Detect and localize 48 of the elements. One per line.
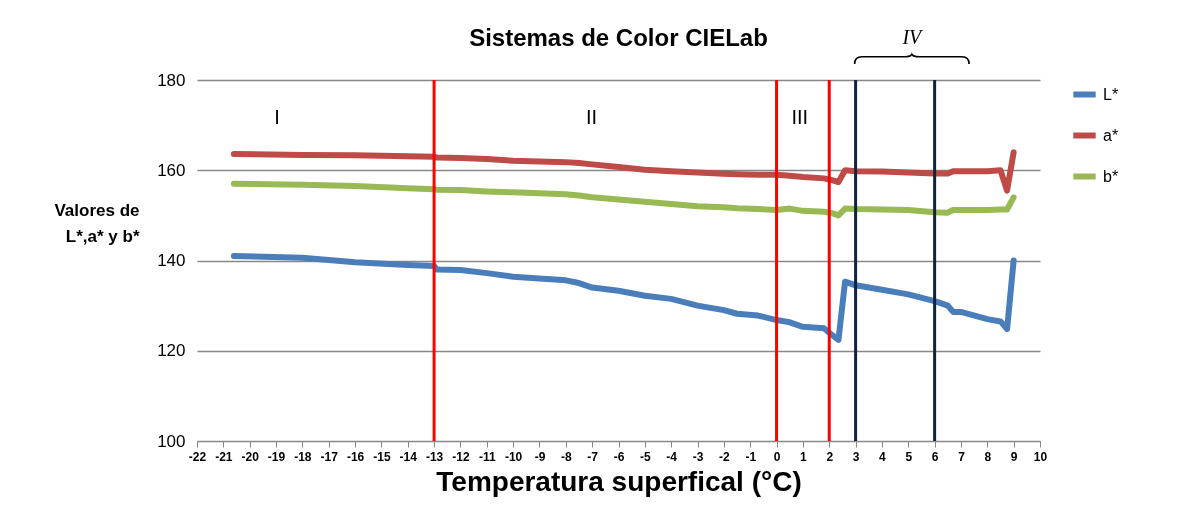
x-tick-label: 0	[773, 449, 781, 464]
x-tick-label: 5	[905, 449, 913, 464]
x-tick-label: -18	[294, 449, 312, 464]
x-tick-label: -4	[666, 449, 678, 464]
x-tick-label: -3	[692, 449, 704, 464]
x-tick-label: -8	[560, 449, 572, 464]
x-tick-label: -10	[504, 449, 523, 464]
x-tick-label: 4	[879, 449, 887, 464]
legend-label: L*	[1103, 85, 1119, 103]
chart-title: Sistemas de Color CIELab	[469, 24, 768, 51]
x-tick-label: -17	[320, 449, 339, 464]
y-tick-label: 120	[157, 341, 186, 361]
annotation: I	[274, 106, 280, 128]
x-tick-label: 8	[984, 449, 992, 464]
x-tick-label: -22	[188, 449, 207, 464]
legend-label: a*	[1103, 126, 1119, 144]
x-tick-label: 10	[1033, 449, 1048, 464]
x-tick-label: -16	[346, 449, 365, 464]
x-tick-label: 2	[826, 449, 834, 464]
text: IV	[901, 26, 925, 48]
x-tick-label: -11	[478, 449, 496, 464]
x-tick-label: 3	[852, 449, 860, 464]
y-axis-title: Valores de L*,a* y b*	[54, 200, 140, 246]
x-tick-label: -2	[719, 449, 731, 464]
x-axis-title: Temperatura superfical (°C)	[436, 465, 802, 497]
y-tick-label: 140	[157, 251, 186, 270]
x-tick-label: -1	[745, 449, 757, 464]
y-tick-label: 100	[157, 431, 186, 451]
x-tick-label: 7	[958, 449, 966, 464]
annotation: III	[791, 106, 809, 128]
x-tick-label: 6	[931, 449, 939, 464]
legend-label: b*	[1103, 167, 1119, 185]
x-tick-label: 9	[1010, 449, 1018, 464]
y-tick-label: 180	[157, 70, 186, 90]
x-tick-label: -19	[267, 449, 286, 464]
x-tick-label: -5	[640, 449, 651, 464]
x-tick-label: -12	[452, 449, 470, 464]
x-tick-label: -6	[613, 449, 625, 464]
x-tick-label: -20	[241, 449, 260, 464]
x-tick-label: 1	[800, 449, 808, 464]
x-tick-label: -14	[399, 449, 418, 464]
x-tick-label: -21	[215, 449, 233, 464]
x-tick-label: -7	[587, 449, 599, 464]
x-tick-label: -15	[373, 449, 391, 464]
y-tick-label: 160	[157, 160, 186, 180]
x-tick-label: -13	[425, 449, 444, 464]
x-tick-label: -9	[534, 449, 546, 464]
annotation: II	[585, 106, 598, 128]
